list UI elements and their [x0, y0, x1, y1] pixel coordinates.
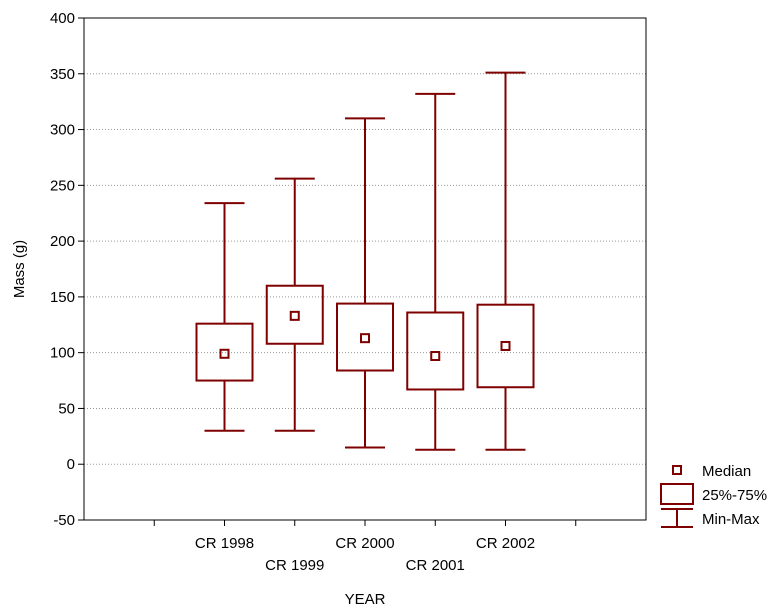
x-tick-label: CR 1998: [195, 535, 254, 552]
box-group: [195, 202, 254, 432]
y-tick-label: 400: [50, 10, 75, 27]
x-axis: CR 1998 CR 1999 CR 2000 CR 2001 CR 2002: [153, 520, 577, 574]
box-group: [476, 71, 535, 451]
legend-whisker-label: Min-Max: [702, 511, 760, 528]
y-tick-label: 0: [67, 456, 75, 473]
y-tick-label: 50: [58, 400, 75, 417]
legend: Median 25%-75% Min-Max: [660, 463, 767, 528]
y-tick-label: -50: [53, 512, 75, 529]
median-marker: [360, 333, 370, 344]
x-tick-label: CR 2001: [406, 557, 465, 574]
box-group: [406, 92, 465, 451]
box-group: [336, 117, 394, 449]
y-tick-label: 300: [50, 122, 75, 139]
gridlines: [84, 73, 646, 465]
y-tick-label: 250: [50, 177, 75, 194]
legend-median-label: Median: [702, 463, 751, 480]
y-tick-label: 150: [50, 289, 75, 306]
iqr-box: [406, 311, 465, 391]
box-series: [195, 71, 535, 451]
median-marker: [219, 348, 230, 359]
x-tick-label: CR 2000: [335, 535, 394, 552]
box-group: [265, 177, 324, 432]
iqr-box: [265, 284, 324, 345]
legend-median-symbol: [672, 465, 682, 475]
median-marker: [500, 340, 511, 351]
legend-box-label: 25%-75%: [702, 487, 767, 504]
x-tick-label: CR 2002: [476, 535, 535, 552]
x-axis-title: YEAR: [345, 591, 386, 608]
y-tick-label: 100: [50, 345, 75, 362]
legend-box-symbol: [660, 483, 694, 505]
iqr-box: [476, 303, 535, 389]
legend-whisker-symbol: [661, 508, 693, 528]
iqr-box: [336, 302, 394, 372]
median-marker: [430, 351, 441, 362]
y-axis-title: Mass (g): [11, 240, 28, 298]
iqr-box: [195, 322, 254, 382]
x-tick-label: CR 1999: [265, 557, 324, 574]
median-marker: [289, 310, 300, 321]
y-tick-label: 200: [50, 233, 75, 250]
y-tick-label: 350: [50, 66, 75, 83]
y-axis: -50 0 50 100 150 200 250 300 350 400: [50, 10, 84, 529]
